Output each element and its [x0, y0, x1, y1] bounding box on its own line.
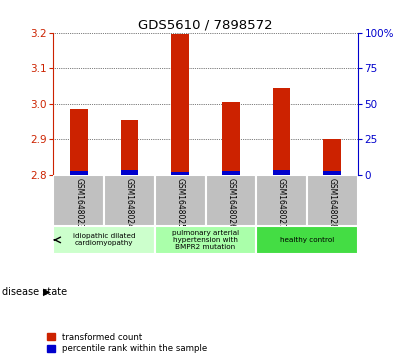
Text: ▶: ▶ — [43, 287, 51, 297]
Bar — [272, 170, 291, 175]
Bar — [70, 109, 88, 175]
FancyBboxPatch shape — [53, 175, 104, 226]
Bar — [272, 88, 291, 175]
FancyBboxPatch shape — [206, 175, 256, 226]
Text: pulmonary arterial
hypertension with
BMPR2 mutation: pulmonary arterial hypertension with BMP… — [172, 230, 239, 250]
Bar — [222, 102, 240, 175]
FancyBboxPatch shape — [256, 226, 358, 254]
Bar — [120, 170, 139, 175]
Text: GSM1648026: GSM1648026 — [226, 178, 236, 229]
Bar — [70, 171, 88, 175]
Text: GSM1648024: GSM1648024 — [125, 178, 134, 229]
Bar — [120, 120, 139, 175]
FancyBboxPatch shape — [104, 175, 155, 226]
Text: idiopathic dilated
cardiomyopathy: idiopathic dilated cardiomyopathy — [73, 233, 136, 246]
Text: GSM1648028: GSM1648028 — [328, 178, 337, 229]
Bar — [323, 171, 341, 175]
Text: healthy control: healthy control — [280, 237, 334, 243]
Text: GSM1648025: GSM1648025 — [175, 178, 185, 229]
FancyBboxPatch shape — [256, 175, 307, 226]
Text: GSM1648023: GSM1648023 — [74, 178, 83, 229]
FancyBboxPatch shape — [53, 226, 155, 254]
FancyBboxPatch shape — [155, 226, 256, 254]
FancyBboxPatch shape — [155, 175, 206, 226]
Bar — [171, 34, 189, 175]
Bar — [171, 172, 189, 175]
Title: GDS5610 / 7898572: GDS5610 / 7898572 — [138, 19, 273, 32]
Legend: transformed count, percentile rank within the sample: transformed count, percentile rank withi… — [45, 331, 209, 355]
FancyBboxPatch shape — [307, 175, 358, 226]
Text: GSM1648027: GSM1648027 — [277, 178, 286, 229]
Bar — [323, 139, 341, 175]
Bar — [222, 171, 240, 175]
Text: disease state: disease state — [2, 287, 67, 297]
